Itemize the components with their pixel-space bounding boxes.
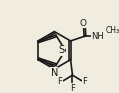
Text: F: F: [57, 77, 62, 86]
Text: F: F: [83, 77, 87, 86]
Text: CH₃: CH₃: [105, 26, 119, 35]
Text: N: N: [51, 68, 58, 78]
Text: S: S: [59, 45, 65, 55]
Text: F: F: [70, 84, 75, 93]
Text: O: O: [80, 19, 87, 28]
Text: NH: NH: [91, 32, 104, 41]
